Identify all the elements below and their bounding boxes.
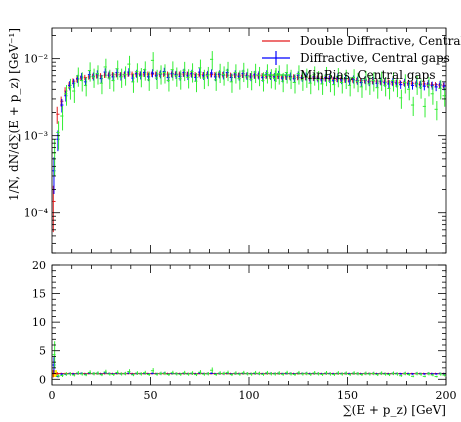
ratio-data-points <box>52 341 446 378</box>
main-plot: 10⁻⁴ 10⁻³ 10⁻² 1/N, dN/d∑(E + p_z) [GeV⁻¹] <box>7 27 447 254</box>
legend-entry-label: Diffractive, Central gaps <box>300 51 450 65</box>
main-y-tick-label: 10⁻⁴ <box>24 207 49 220</box>
x-axis-label: ∑(E + p_z) [GeV] <box>343 403 446 417</box>
main-y-tick-label: 10⁻² <box>24 53 48 66</box>
ratio-y-tick-label: 5 <box>39 345 46 358</box>
main-y-ticks: 10⁻⁴ 10⁻³ 10⁻² <box>24 35 446 254</box>
main-x-ticks <box>51 28 447 253</box>
x-tick-label: 200 <box>436 389 457 402</box>
legend: Double Diffractive, Central gaps Diffract… <box>262 34 461 82</box>
ratio-plot: 0 5 10 15 20 0 50 100 150 200 ∑(E + p_z) [GeV] <box>32 259 457 417</box>
legend-entry-label: MinBias, Central gaps <box>300 68 436 82</box>
x-tick-label: 150 <box>337 389 358 402</box>
ratio-plot-frame <box>51 264 447 386</box>
main-data-points <box>52 51 446 233</box>
ratio-y-tick-label: 15 <box>32 288 46 301</box>
x-tick-label: 100 <box>239 389 260 402</box>
x-tick-label: 50 <box>144 389 158 402</box>
ratio-y-ticks: 0 5 10 15 20 <box>32 259 446 386</box>
x-tick-label: 0 <box>49 389 56 402</box>
ratio-y-tick-label: 10 <box>32 316 46 329</box>
ratio-x-ticks: 0 50 100 150 200 <box>49 265 457 402</box>
ratio-y-tick-label: 20 <box>32 259 46 272</box>
legend-entry-label: Double Diffractive, Central gaps <box>300 34 461 48</box>
ratio-y-tick-label: 0 <box>39 373 46 386</box>
main-y-axis-label: 1/N, dN/d∑(E + p_z) [GeV⁻¹] <box>7 28 21 201</box>
main-y-tick-label: 10⁻³ <box>24 130 48 143</box>
